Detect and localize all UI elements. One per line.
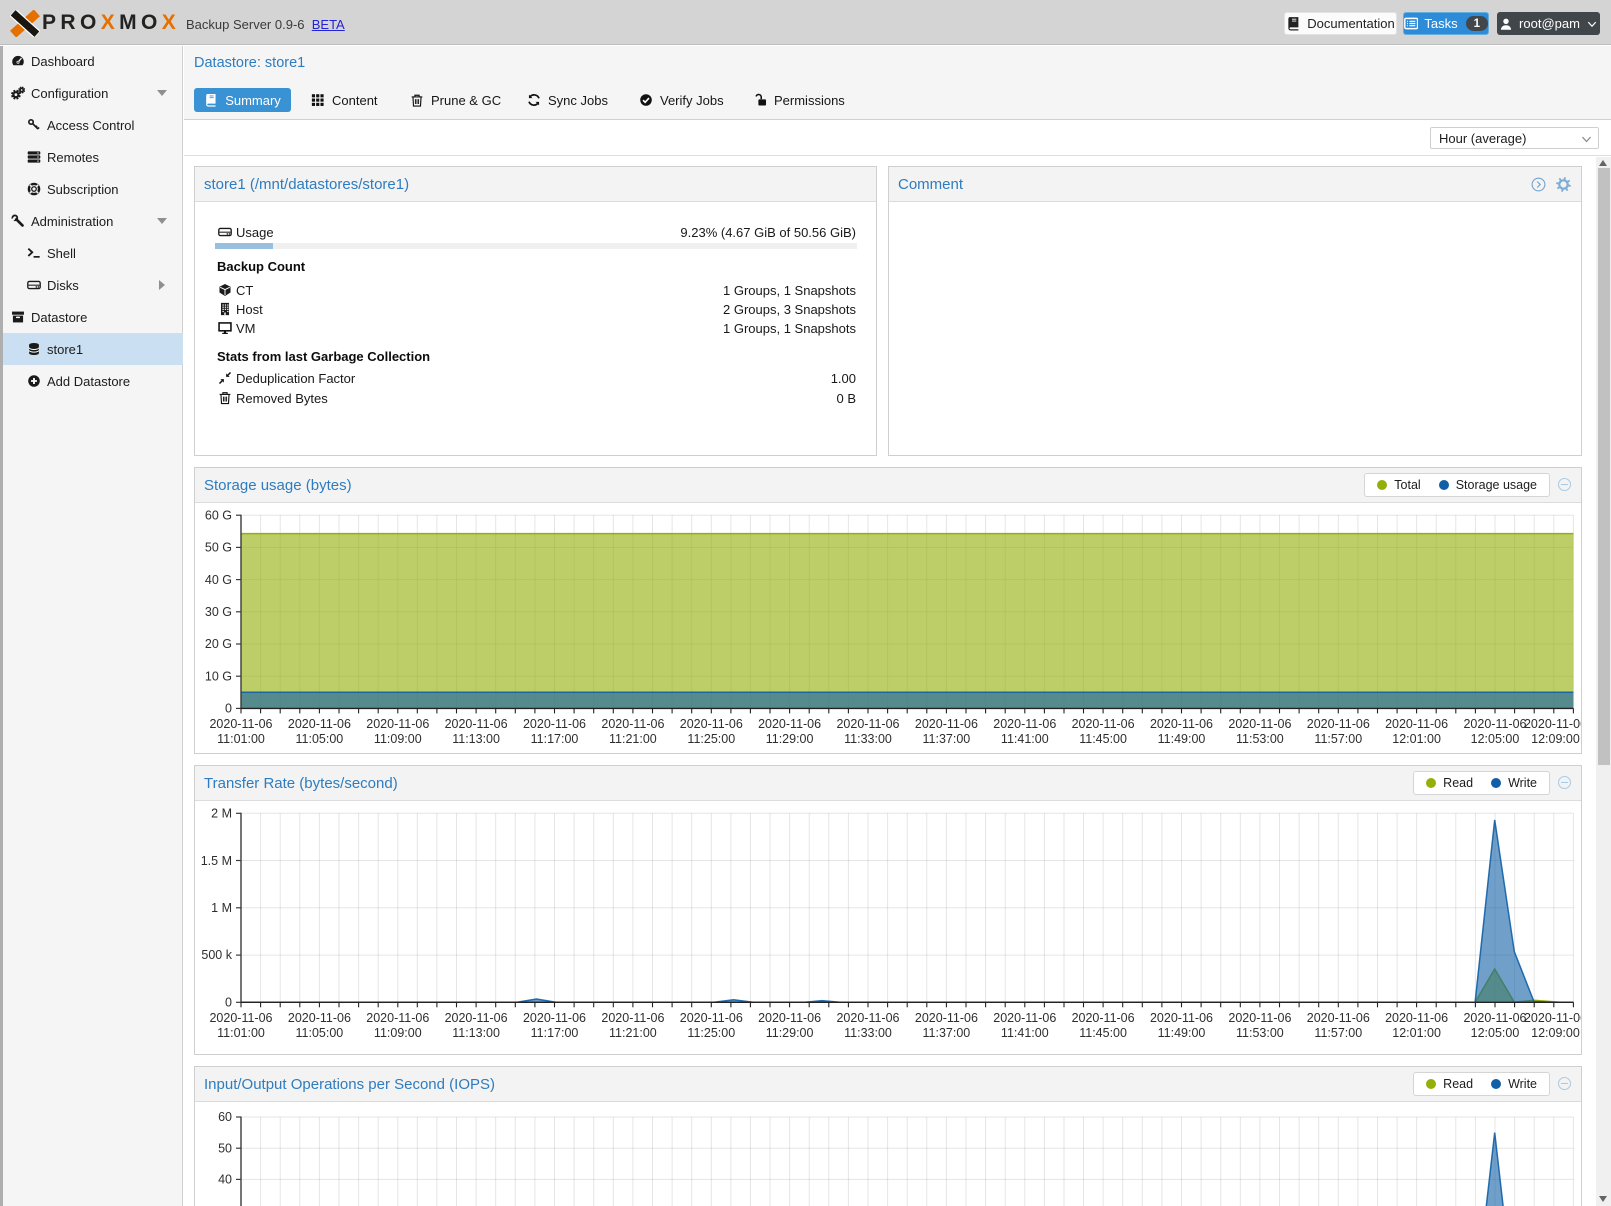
svg-text:2020-11-06: 2020-11-06 [1385,717,1448,731]
svg-text:1.5 M: 1.5 M [201,854,232,868]
svg-text:2020-11-06: 2020-11-06 [680,717,743,731]
svg-text:11:57:00: 11:57:00 [1314,732,1362,746]
svg-text:2020-11-06: 2020-11-06 [1385,1011,1448,1025]
svg-text:12:05:00: 12:05:00 [1471,1026,1520,1040]
svg-text:30 G: 30 G [205,605,232,619]
svg-text:2020-11-06: 2020-11-06 [1307,717,1370,731]
svg-text:11:01:00: 11:01:00 [217,1026,265,1040]
svg-text:2020-11-06: 2020-11-06 [993,1011,1056,1025]
svg-text:11:05:00: 11:05:00 [296,732,344,746]
svg-text:2020-11-06: 2020-11-06 [366,717,429,731]
svg-text:10 G: 10 G [205,669,232,683]
svg-text:2020-11-06: 2020-11-06 [523,717,586,731]
svg-text:2020-11-06: 2020-11-06 [836,1011,899,1025]
svg-text:0: 0 [225,996,232,1010]
svg-text:11:45:00: 11:45:00 [1079,1026,1127,1040]
svg-text:2020-11-06: 2020-11-06 [523,1011,586,1025]
svg-text:2020-11-06: 2020-11-06 [836,717,899,731]
svg-text:11:49:00: 11:49:00 [1158,732,1206,746]
svg-text:2020-11-06: 2020-11-06 [1072,1011,1135,1025]
svg-text:2020-11-06: 2020-11-06 [758,717,821,731]
svg-text:2020-11-06: 2020-11-06 [1307,1011,1370,1025]
svg-text:12:09:00: 12:09:00 [1531,1026,1580,1040]
svg-text:2020-11-06: 2020-11-06 [601,717,664,731]
svg-text:11:33:00: 11:33:00 [844,1026,892,1040]
svg-text:2020-11-06: 2020-11-06 [209,1011,272,1025]
svg-text:11:21:00: 11:21:00 [609,1026,657,1040]
svg-text:2020-11-06: 2020-11-06 [288,717,351,731]
svg-text:12:09:00: 12:09:00 [1531,732,1580,746]
svg-text:11:21:00: 11:21:00 [609,732,657,746]
svg-text:40: 40 [218,1173,232,1187]
svg-text:2020-11-06: 2020-11-06 [601,1011,664,1025]
svg-text:2020-11-06: 2020-11-06 [758,1011,821,1025]
svg-text:11:25:00: 11:25:00 [687,1026,735,1040]
svg-text:11:37:00: 11:37:00 [923,1026,971,1040]
svg-text:50 G: 50 G [205,541,232,555]
svg-text:11:05:00: 11:05:00 [296,1026,344,1040]
svg-text:2020-11-06: 2020-11-06 [445,1011,508,1025]
svg-text:11:41:00: 11:41:00 [1001,732,1049,746]
svg-text:2020-11-06: 2020-11-06 [1463,717,1526,731]
svg-text:20 G: 20 G [205,637,232,651]
svg-text:11:53:00: 11:53:00 [1236,732,1284,746]
svg-text:12:05:00: 12:05:00 [1471,732,1520,746]
svg-text:2 M: 2 M [211,807,232,821]
svg-text:2020-11-06: 2020-11-06 [445,717,508,731]
svg-text:60: 60 [218,1110,232,1124]
svg-text:11:09:00: 11:09:00 [374,732,422,746]
svg-text:2020-11-06: 2020-11-06 [1463,1011,1526,1025]
svg-text:2020-11-06: 2020-11-06 [209,717,272,731]
svg-text:11:49:00: 11:49:00 [1158,1026,1206,1040]
svg-text:2020-11-06: 2020-11-06 [1072,717,1135,731]
svg-text:2020-11-06: 2020-11-06 [1524,1011,1581,1025]
svg-text:11:45:00: 11:45:00 [1079,732,1127,746]
svg-text:60 G: 60 G [205,508,232,522]
svg-text:2020-11-06: 2020-11-06 [1150,717,1213,731]
svg-text:11:29:00: 11:29:00 [766,732,814,746]
svg-text:2020-11-06: 2020-11-06 [366,1011,429,1025]
svg-text:11:33:00: 11:33:00 [844,732,892,746]
svg-text:0: 0 [225,702,232,716]
svg-text:11:13:00: 11:13:00 [452,732,500,746]
svg-text:11:53:00: 11:53:00 [1236,1026,1284,1040]
svg-text:11:01:00: 11:01:00 [217,732,265,746]
svg-text:11:17:00: 11:17:00 [531,732,579,746]
svg-text:2020-11-06: 2020-11-06 [993,717,1056,731]
svg-text:11:25:00: 11:25:00 [687,732,735,746]
svg-text:50: 50 [218,1141,232,1155]
svg-text:2020-11-06: 2020-11-06 [1228,1011,1291,1025]
svg-text:11:57:00: 11:57:00 [1314,1026,1362,1040]
svg-text:11:41:00: 11:41:00 [1001,1026,1049,1040]
svg-text:11:17:00: 11:17:00 [531,1026,579,1040]
svg-text:500 k: 500 k [201,948,232,962]
svg-text:2020-11-06: 2020-11-06 [1150,1011,1213,1025]
svg-text:11:29:00: 11:29:00 [766,1026,814,1040]
svg-text:2020-11-06: 2020-11-06 [1228,717,1291,731]
svg-text:2020-11-06: 2020-11-06 [1524,717,1581,731]
svg-text:2020-11-06: 2020-11-06 [680,1011,743,1025]
svg-text:1 M: 1 M [211,901,232,915]
svg-text:2020-11-06: 2020-11-06 [915,1011,978,1025]
svg-text:12:01:00: 12:01:00 [1392,1026,1441,1040]
svg-text:12:01:00: 12:01:00 [1392,732,1441,746]
svg-text:2020-11-06: 2020-11-06 [915,717,978,731]
svg-text:11:13:00: 11:13:00 [452,1026,500,1040]
svg-text:40 G: 40 G [205,573,232,587]
svg-text:2020-11-06: 2020-11-06 [288,1011,351,1025]
svg-text:11:09:00: 11:09:00 [374,1026,422,1040]
svg-text:11:37:00: 11:37:00 [923,732,971,746]
